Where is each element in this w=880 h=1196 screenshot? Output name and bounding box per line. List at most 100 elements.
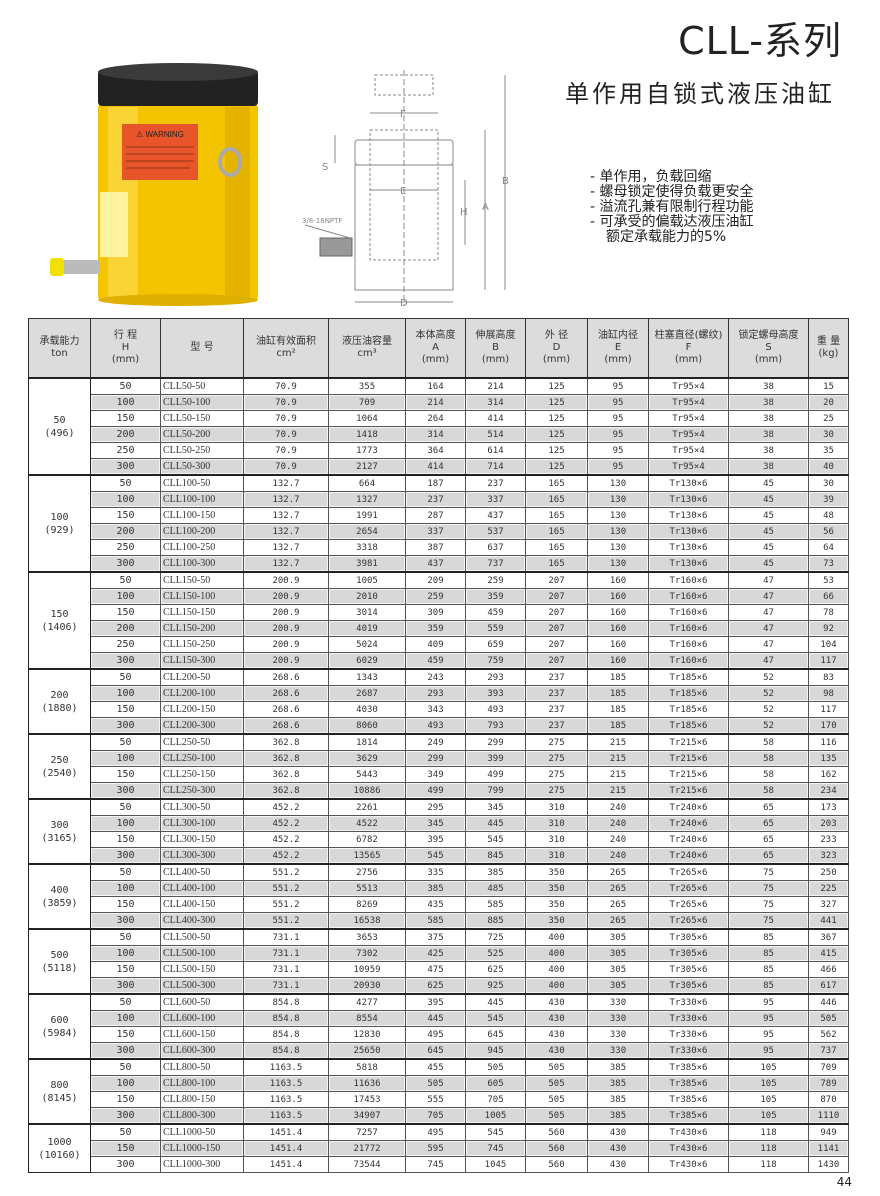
capacity-ton: 400 xyxy=(50,884,69,896)
table-cell: 305 xyxy=(587,945,649,962)
table-cell: 395 xyxy=(405,831,466,848)
table-cell: Tr240×6 xyxy=(648,798,729,816)
column-header-line: cm² xyxy=(276,348,296,359)
table-row: 300 CLL800-300 1163.5 34907 705 1005 505 385 Tr3… xyxy=(29,1107,849,1125)
column-header: 本体高度 A (mm) xyxy=(405,318,466,379)
table-cell: 452.2 xyxy=(243,847,329,865)
model-cell: CLL200-150 xyxy=(160,701,244,718)
table-cell: 337 xyxy=(405,523,466,540)
table-cell: 165 xyxy=(525,539,588,556)
column-header-line: B xyxy=(492,342,499,353)
table-cell: Tr240×6 xyxy=(648,831,729,848)
table-cell: 130 xyxy=(587,474,649,492)
table-cell: 8060 xyxy=(328,717,406,735)
table-cell: 58 xyxy=(728,766,809,783)
table-cell: 200.9 xyxy=(243,571,329,589)
table-cell: 214 xyxy=(405,394,466,411)
table-cell: 625 xyxy=(465,961,526,978)
table-cell: 200.9 xyxy=(243,620,329,637)
table-cell: 505 xyxy=(525,1107,588,1125)
model-cell: CLL600-300 xyxy=(160,1042,244,1060)
table-cell: Tr185×6 xyxy=(648,701,729,718)
table-row: 300 CLL300-300 452.2 13565 545 845 310 240 Tr240… xyxy=(29,847,849,865)
table-cell: 100 xyxy=(90,750,161,767)
table-cell: 625 xyxy=(405,977,466,995)
table-cell: Tr430×6 xyxy=(648,1140,729,1157)
table-cell: 38 xyxy=(728,394,809,411)
table-cell: 385 xyxy=(587,1075,649,1092)
table-cell: 250 xyxy=(90,442,161,459)
table-cell: 275 xyxy=(525,766,588,783)
table-cell: 1163.5 xyxy=(243,1091,329,1108)
column-header-line: 型 号 xyxy=(190,342,214,353)
table-cell: 160 xyxy=(587,620,649,637)
table-cell: 1045 xyxy=(465,1156,526,1173)
column-header-line: F xyxy=(685,342,692,353)
table-cell: 268.6 xyxy=(243,701,329,718)
table-row: 300 CLL500-300 731.1 20930 625 925 400 305 Tr305… xyxy=(29,977,849,995)
table-cell: 45 xyxy=(728,491,809,508)
table-cell: 264 xyxy=(405,410,466,427)
column-header-line: 液压油容量 xyxy=(342,336,392,347)
column-header-line: cm³ xyxy=(357,348,377,359)
table-cell: 300 xyxy=(90,1042,161,1060)
table-row: 150 CLL800-150 1163.5 17453 555 705 505 385 Tr38… xyxy=(29,1091,849,1108)
table-cell: 130 xyxy=(587,507,649,524)
table-row: 100 CLL800-100 1163.5 11636 505 605 505 385 Tr38… xyxy=(29,1075,849,1092)
table-cell: 92 xyxy=(808,620,849,637)
table-cell: 30 xyxy=(808,426,849,443)
table-cell: 105 xyxy=(728,1091,809,1108)
table-cell: 2687 xyxy=(328,685,406,702)
dim-label-h: H xyxy=(460,207,468,218)
feature-list: - 单作用，负载回缩 - 螺母锁定使得负载更安全 - 溢流孔兼有限制行程功能 -… xyxy=(590,170,754,245)
table-cell: Tr330×6 xyxy=(648,1010,729,1027)
table-cell: 350 xyxy=(525,880,588,897)
table-cell: 7302 xyxy=(328,945,406,962)
table-cell: 499 xyxy=(405,782,466,800)
table-cell: 265 xyxy=(587,880,649,897)
table-cell: 505 xyxy=(465,1058,526,1076)
model-cell: CLL500-300 xyxy=(160,977,244,995)
table-cell: 705 xyxy=(465,1091,526,1108)
table-row: 100 (929) 50 CLL100-50 132.7 664 187 237 165 130 T… xyxy=(28,474,849,573)
table-cell: Tr160×6 xyxy=(648,620,729,637)
table-cell: 446 xyxy=(808,993,849,1011)
table-cell: 130 xyxy=(587,523,649,540)
column-header: 油缸有效面积 cm² xyxy=(243,318,329,379)
table-cell: Tr215×6 xyxy=(648,750,729,767)
capacity-ton: 600 xyxy=(50,1014,69,1026)
table-cell: 200 xyxy=(90,620,161,637)
table-cell: 435 xyxy=(405,896,466,913)
table-cell: 117 xyxy=(808,701,849,718)
table-cell: 259 xyxy=(405,588,466,605)
model-cell: CLL150-250 xyxy=(160,636,244,653)
table-cell: 745 xyxy=(465,1140,526,1157)
warning-label: WARNING xyxy=(146,130,184,139)
table-cell: 430 xyxy=(587,1140,649,1157)
table-cell: 425 xyxy=(405,945,466,962)
table-cell: Tr385×6 xyxy=(648,1058,729,1076)
table-cell: 555 xyxy=(405,1091,466,1108)
table-cell: Tr265×6 xyxy=(648,880,729,897)
dim-label-e: E xyxy=(400,186,406,197)
table-cell: 132.7 xyxy=(243,523,329,540)
table-cell: Tr330×6 xyxy=(648,993,729,1011)
table-row: 200 (1880) 50 CLL200-50 268.6 1343 243 293 237 18… xyxy=(28,668,849,735)
table-cell: 132.7 xyxy=(243,555,329,573)
table-cell: 173 xyxy=(808,798,849,816)
table-cell: Tr265×6 xyxy=(648,896,729,913)
table-cell: 4019 xyxy=(328,620,406,637)
table-cell: 1451.4 xyxy=(243,1123,329,1141)
table-cell: 759 xyxy=(465,652,526,670)
table-cell: 585 xyxy=(405,912,466,930)
table-cell: Tr385×6 xyxy=(648,1091,729,1108)
model-cell: CLL200-50 xyxy=(160,668,244,686)
table-cell: 1343 xyxy=(328,668,406,686)
table-cell: 799 xyxy=(465,782,526,800)
table-cell: 789 xyxy=(808,1075,849,1092)
table-cell: 1327 xyxy=(328,491,406,508)
table-cell: 560 xyxy=(525,1140,588,1157)
table-cell: 70.9 xyxy=(243,394,329,411)
table-cell: Tr160×6 xyxy=(648,571,729,589)
table-cell: 1773 xyxy=(328,442,406,459)
